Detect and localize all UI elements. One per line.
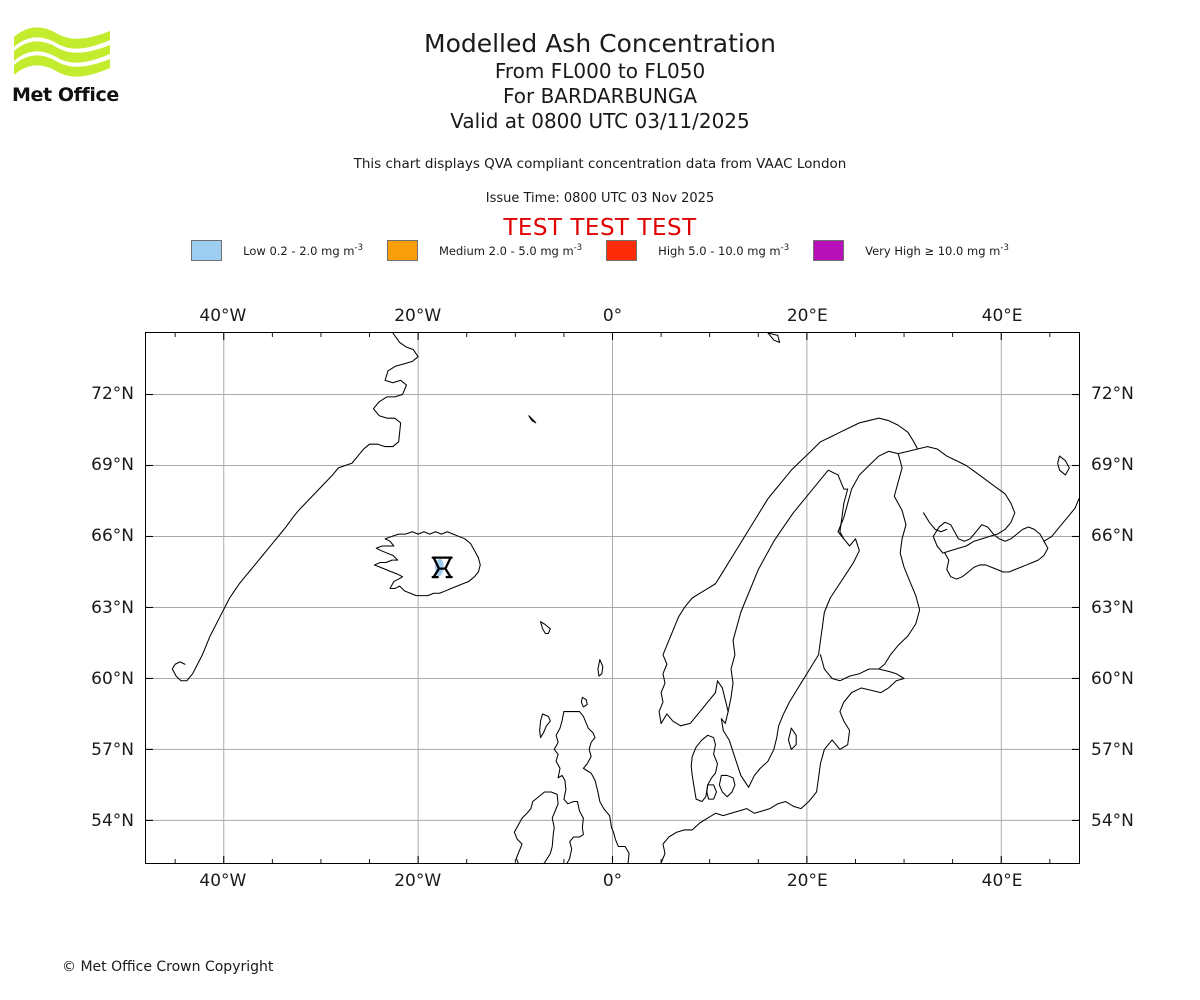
legend-label: Low 0.2 - 2.0 mg m-3: [243, 243, 363, 258]
coastline-path: [658, 417, 919, 724]
lon-axis-label-bottom: 20°E: [786, 871, 828, 891]
logo-wave-1: [14, 27, 110, 49]
axis-tick-layer: [146, 333, 1079, 863]
lat-axis-label-right: 57°N: [1091, 740, 1134, 760]
chart-heading: Modelled Ash Concentration From FL000 to…: [0, 28, 1200, 134]
lat-axis-label-right: 60°N: [1091, 668, 1134, 689]
copyright-notice: © Met Office Crown Copyright: [62, 959, 274, 975]
coastline-path: [727, 469, 849, 713]
test-banner: TEST TEST TEST: [503, 215, 697, 241]
coastline-path: [839, 488, 849, 540]
issue-time: Issue Time: 0800 UTC 03 Nov 2025: [485, 191, 715, 206]
legend-swatch: [386, 240, 418, 261]
coastline-path: [580, 696, 588, 708]
coastline-path: [513, 791, 559, 863]
lat-axis-label-left: 63°N: [91, 597, 134, 618]
coastline-layer: [171, 333, 1079, 863]
coastline-path: [1057, 455, 1070, 476]
map-canvas: [146, 333, 1079, 863]
coastline-path: [718, 774, 736, 798]
coastline-path: [767, 333, 781, 343]
lon-axis-label-top: 40°E: [981, 306, 1023, 326]
map-container: 40°W 40°W 20°W 20°W 0° 0° 20°E 20°E 40°E 40°E 72°N…: [91, 306, 1134, 891]
legend-label: High 5.0 - 10.0 mg m-3: [658, 243, 790, 258]
concentration-legend: Low 0.2 - 2.0 mg m-3 Medium 2.0 - 5.0 mg …: [0, 240, 1200, 261]
legend-entry: High 5.0 - 10.0 mg m-3: [606, 240, 789, 261]
coastline-path: [553, 711, 630, 863]
lat-axis-label-right: 69°N: [1091, 455, 1134, 475]
legend-exponent: -3: [573, 243, 583, 254]
legend-entry: Low 0.2 - 2.0 mg m-3: [191, 240, 363, 261]
lat-axis-label-right: 63°N: [1091, 597, 1134, 618]
coastline-path: [787, 727, 797, 750]
coastline-path: [539, 713, 551, 739]
legend-exponent: -3: [354, 243, 363, 254]
lat-axis-label-right: 72°N: [1091, 383, 1134, 404]
lon-axis-label-top: 0°: [602, 306, 623, 326]
coastline-path: [691, 668, 905, 831]
logo-wave-3: [14, 55, 110, 77]
lon-axis-label-top: 20°E: [786, 306, 828, 326]
flight-level-range: From FL000 to FL050: [494, 59, 706, 83]
volcano-marker-bardarbunga: [431, 556, 453, 579]
lat-axis-label-left: 66°N: [91, 526, 134, 547]
logo-wave-group: [14, 27, 110, 77]
coastline-path: [706, 784, 718, 800]
coastline-path: [528, 415, 537, 424]
legend-entry: Medium 2.0 - 5.0 mg m-3: [386, 240, 583, 261]
legend-label: Medium 2.0 - 5.0 mg m-3: [438, 243, 583, 258]
lat-axis-label-left: 54°N: [91, 811, 134, 832]
legend-swatch: [813, 240, 845, 261]
coastline-path: [660, 446, 1049, 788]
lon-axis-label-bottom: 20°W: [394, 871, 442, 891]
lat-axis-label-left: 57°N: [91, 740, 134, 760]
coastline-path: [1043, 498, 1079, 542]
met-office-wave-icon: [14, 27, 110, 77]
lon-axis-label-top: 20°W: [394, 306, 442, 326]
volcano-icon: [431, 556, 453, 579]
lon-axis-label-top: 40°W: [199, 306, 247, 326]
met-office-logo: Met Office: [10, 24, 120, 114]
page-title: Modelled Ash Concentration: [424, 29, 776, 58]
logo-wave-2: [14, 41, 110, 63]
coastline-path: [660, 829, 693, 863]
coastline-path: [819, 654, 880, 682]
legend-exponent: -3: [780, 243, 790, 254]
lat-axis-label-left: 72°N: [91, 383, 134, 404]
met-office-wordmark: Met Office: [12, 84, 119, 106]
coastline-path: [690, 734, 718, 803]
legend-entry: Very High ≥ 10.0 mg m-3: [813, 240, 1009, 261]
lon-axis-label-bottom: 40°W: [199, 871, 247, 891]
coastline-path: [171, 333, 419, 682]
coastline-path: [597, 659, 604, 677]
lat-axis-label-right: 66°N: [1091, 526, 1134, 547]
map-plot-area: [145, 332, 1080, 864]
coastline-path: [878, 453, 921, 670]
volcano-name: For BARDARBUNGA: [502, 84, 698, 108]
gridline-layer: [146, 333, 1079, 863]
legend-swatch: [606, 240, 638, 261]
coastline-path: [923, 512, 948, 533]
lon-axis-label-bottom: 0°: [602, 871, 623, 891]
legend-exponent: -3: [1000, 243, 1009, 254]
coastline-path: [540, 621, 551, 634]
lon-axis-label-bottom: 40°E: [981, 871, 1023, 891]
qva-note: This chart displays QVA compliant concen…: [353, 156, 847, 172]
lat-axis-label-right: 54°N: [1091, 811, 1134, 832]
legend-label: Very High ≥ 10.0 mg m-3: [865, 243, 1009, 258]
volcano-marker-layer: [431, 556, 453, 579]
coastline-path: [373, 531, 481, 597]
valid-time: Valid at 0800 UTC 03/11/2025: [450, 109, 750, 133]
lat-axis-label-left: 69°N: [91, 455, 134, 475]
legend-swatch: [191, 240, 223, 261]
lat-axis-label-left: 60°N: [91, 668, 134, 689]
